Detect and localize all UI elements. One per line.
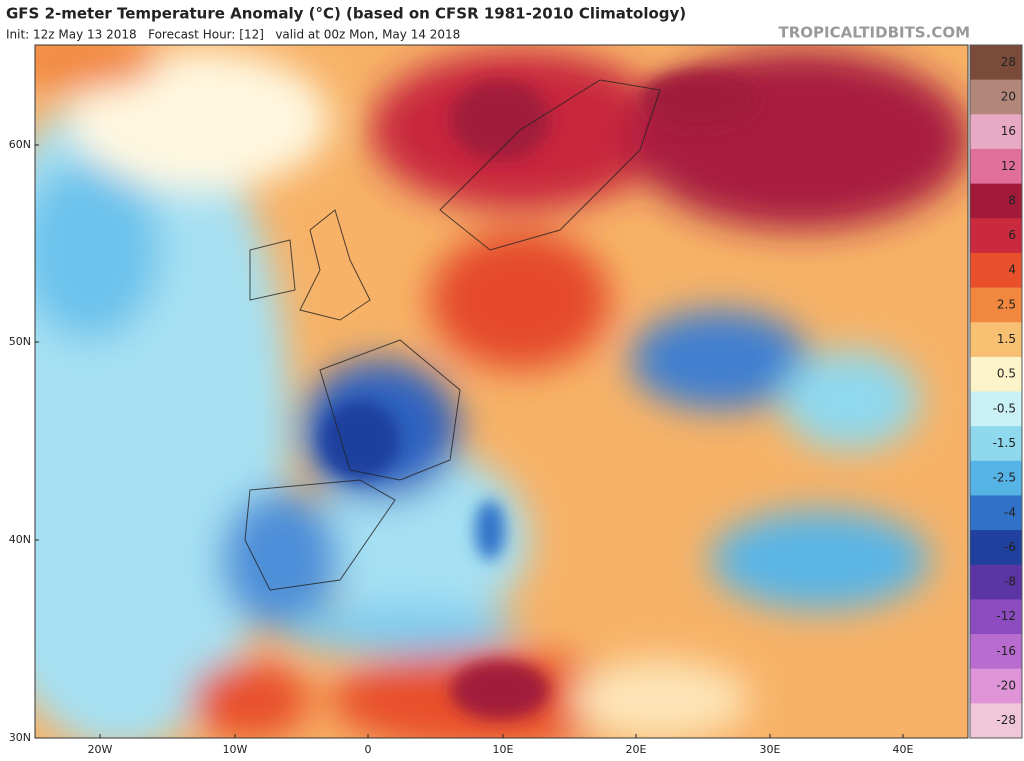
colorbar-swatch bbox=[970, 426, 1022, 462]
lon-label: 20W bbox=[88, 743, 113, 756]
colorbar-swatch bbox=[970, 391, 1022, 427]
colorbar-swatch bbox=[970, 564, 1022, 600]
colorbar-swatch bbox=[970, 148, 1022, 185]
colorbar-label: -2.5 bbox=[993, 471, 1016, 485]
watermark: TROPICALTIDBITS.COM bbox=[779, 24, 971, 42]
colorbar-label: 16 bbox=[1001, 124, 1016, 138]
colorbar-swatch bbox=[970, 599, 1022, 635]
colorbar-label: -8 bbox=[1004, 575, 1016, 589]
colorbar-swatch bbox=[970, 634, 1022, 670]
lat-label: 60N bbox=[9, 138, 31, 151]
colorbar-label: 6 bbox=[1008, 228, 1016, 242]
colorbar-label: 0.5 bbox=[997, 367, 1016, 381]
colorbar-swatch bbox=[970, 45, 1022, 81]
colorbar-label: 1.5 bbox=[997, 332, 1016, 346]
lon-label: 10W bbox=[223, 743, 248, 756]
subtitle: Init: 12z May 13 2018 Forecast Hour: [12… bbox=[6, 28, 460, 42]
colorbar-swatch bbox=[970, 703, 1022, 739]
title: GFS 2-meter Temperature Anomaly (°C) (ba… bbox=[6, 5, 686, 23]
colorbar-label: 12 bbox=[1001, 159, 1016, 173]
colorbar-label: 4 bbox=[1008, 263, 1016, 277]
colorbar-label: -28 bbox=[996, 713, 1016, 727]
colorbar-swatch bbox=[970, 495, 1022, 531]
colorbar-swatch bbox=[970, 460, 1022, 496]
colorbar-swatch bbox=[970, 287, 1022, 323]
lat-label: 30N bbox=[9, 731, 31, 744]
lon-label: 20E bbox=[626, 743, 647, 756]
map bbox=[35, 45, 968, 738]
lat-label: 50N bbox=[9, 335, 31, 348]
colorbar-swatch bbox=[970, 114, 1022, 150]
colorbar-swatch bbox=[970, 79, 1022, 115]
colorbar-label: 8 bbox=[1008, 193, 1016, 207]
lon-label: 30E bbox=[760, 743, 781, 756]
colorbar-label: -12 bbox=[996, 609, 1016, 623]
colorbar-swatch bbox=[970, 668, 1022, 704]
map-frame bbox=[34, 44, 969, 739]
colorbar-label: -4 bbox=[1004, 505, 1016, 519]
colorbar-swatch bbox=[970, 252, 1022, 289]
colorbar-frame bbox=[969, 44, 1023, 739]
colorbar-label: 28 bbox=[1001, 55, 1016, 69]
colorbar-swatch bbox=[970, 218, 1022, 254]
colorbar-swatch bbox=[970, 183, 1022, 219]
lon-label: 0 bbox=[365, 743, 372, 756]
colorbar-swatch bbox=[970, 356, 1022, 392]
lat-label: 40N bbox=[9, 533, 31, 546]
colorbar-label: -0.5 bbox=[993, 401, 1016, 415]
lon-label: 40E bbox=[893, 743, 914, 756]
colorbar-label: -6 bbox=[1004, 540, 1016, 554]
colorbar-label: -16 bbox=[996, 644, 1016, 658]
colorbar-label: 20 bbox=[1001, 89, 1016, 103]
lon-label: 10E bbox=[493, 743, 514, 756]
colorbar-swatch bbox=[970, 322, 1022, 358]
colorbar-label: 2.5 bbox=[997, 297, 1016, 311]
colorbar-swatch bbox=[970, 530, 1022, 566]
colorbar-label: -20 bbox=[996, 679, 1016, 693]
colorbar-label: -1.5 bbox=[993, 436, 1016, 450]
